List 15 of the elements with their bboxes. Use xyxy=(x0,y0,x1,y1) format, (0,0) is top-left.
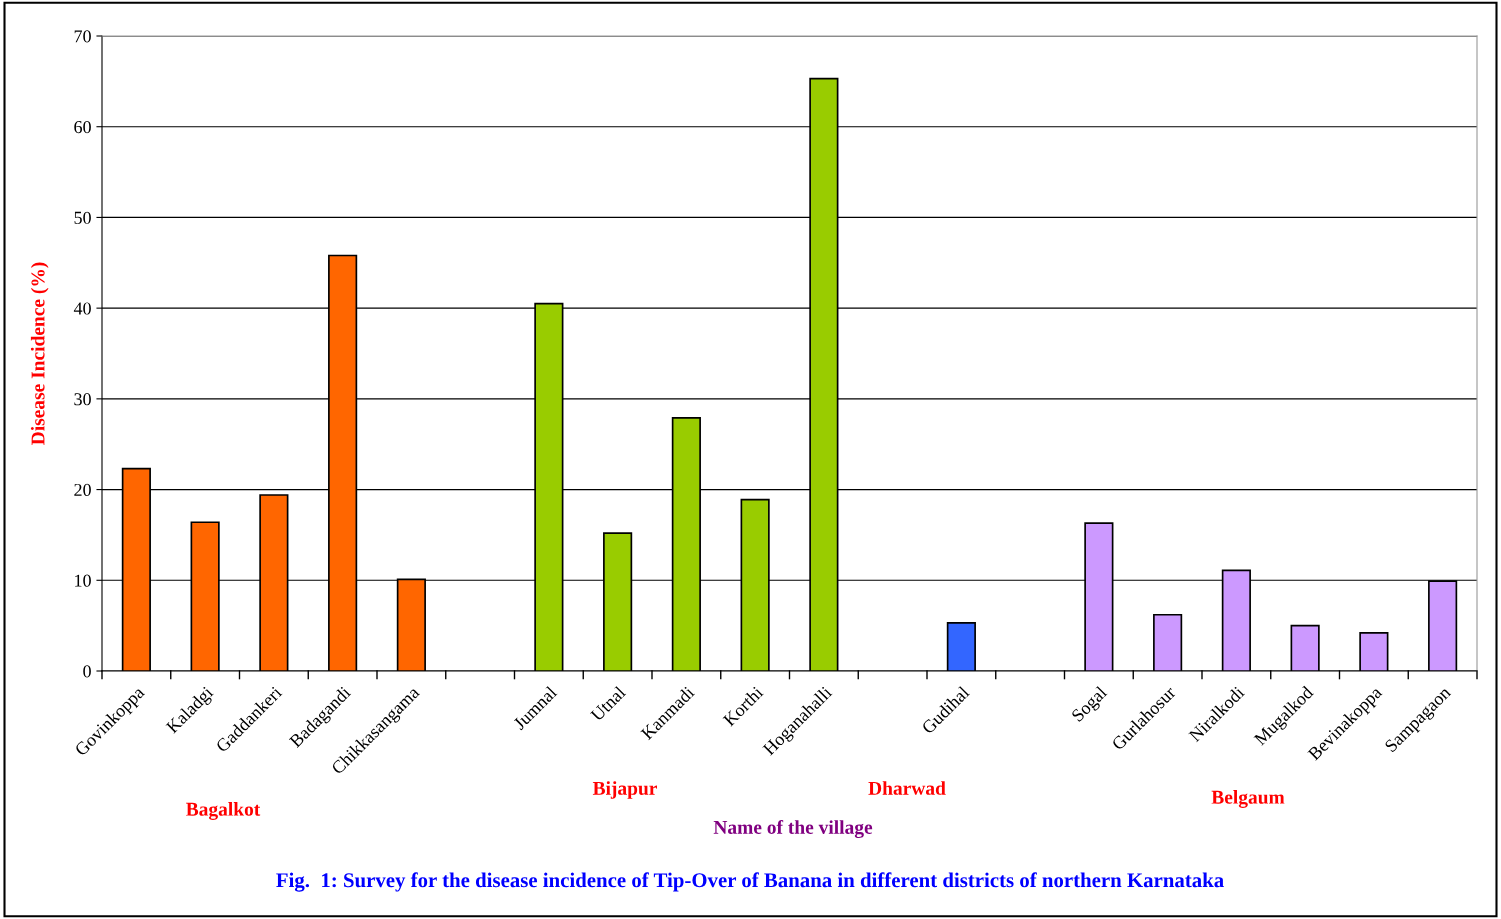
y-tick-label: 70 xyxy=(74,30,91,43)
y-tick-label: 0 xyxy=(83,665,91,678)
y-tick-label: 10 xyxy=(75,574,91,587)
y-tick-label: 30 xyxy=(74,393,91,406)
text: Bagalkot xyxy=(186,802,261,820)
text: Bijapur xyxy=(592,781,657,799)
y-axis-title: Disease Incidence (%) xyxy=(30,262,49,445)
text: Belgaum xyxy=(1211,790,1285,808)
text: Fig. 1: Survey for the disease incidence of Tip-Over of Banana in different districts of northern Karnataka xyxy=(276,872,1224,892)
y-tick-label: 50 xyxy=(74,211,91,224)
y-tick-label: 40 xyxy=(73,302,91,315)
y-tick-label: 60 xyxy=(74,120,91,134)
x-axis-title: Name of the village xyxy=(713,820,873,838)
text: Dharwad xyxy=(868,781,946,795)
y-tick-label: 20 xyxy=(74,483,91,497)
